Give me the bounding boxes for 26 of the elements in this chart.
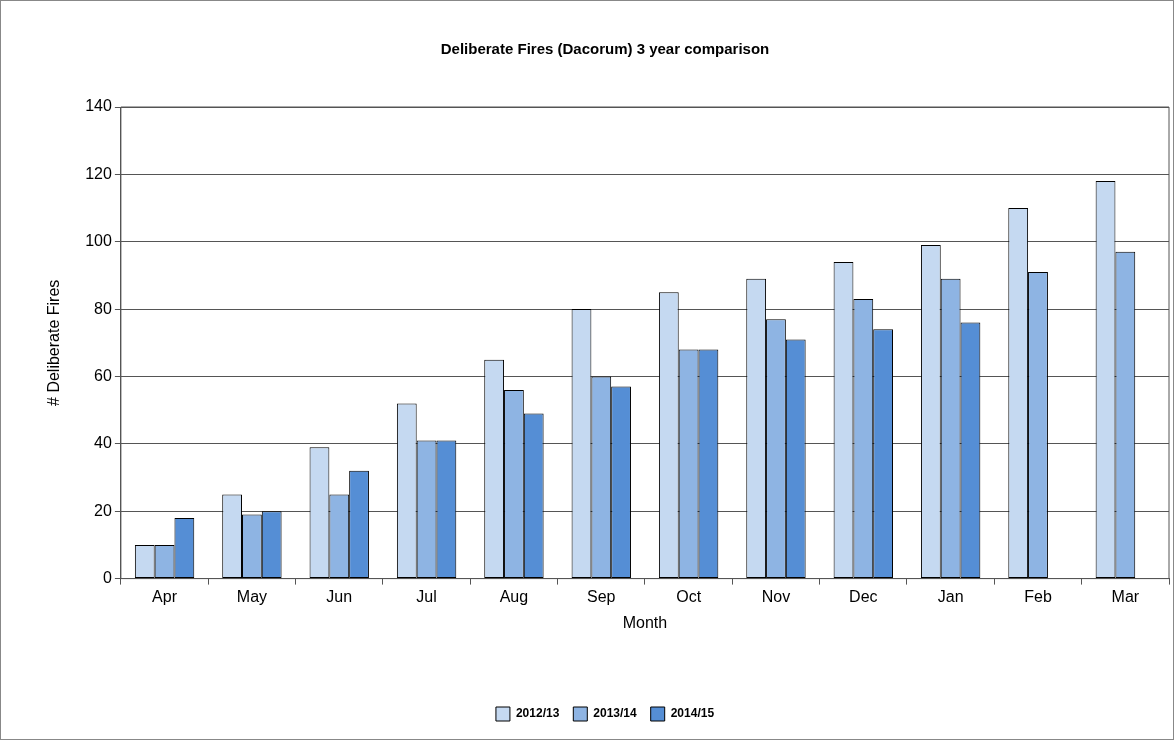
- y-tick-label: 0: [102, 569, 112, 587]
- legend-label: 2012/13: [515, 706, 560, 721]
- y-tick-label: 100: [85, 232, 112, 250]
- y-tick-label: 120: [85, 164, 112, 182]
- x-tick-label: May: [236, 587, 268, 605]
- x-tick-label: Feb: [1024, 587, 1052, 605]
- legend-label: 2014/15: [670, 706, 715, 721]
- y-tick-label: 80: [94, 299, 112, 317]
- x-tick-label: Apr: [152, 587, 178, 605]
- x-tick-label: Oct: [676, 587, 702, 605]
- legend-label: 2013/14: [593, 706, 638, 721]
- x-tick-label: Jul: [416, 587, 437, 605]
- x-tick-label: Sep: [587, 587, 616, 605]
- x-tick-label: Jan: [937, 587, 964, 605]
- x-tick-label: Dec: [849, 587, 878, 605]
- y-tick-label: 20: [94, 501, 112, 519]
- x-tick-label: Mar: [1111, 587, 1140, 605]
- x-tick-label: Jun: [326, 587, 353, 605]
- x-tick-label: Aug: [499, 587, 529, 605]
- chart-title: Deliberate Fires (Dacorum) 3 year comparison: [440, 40, 770, 58]
- y-tick-label: 60: [94, 366, 112, 384]
- x-axis-title: Month: [622, 613, 668, 631]
- x-tick-label: Nov: [761, 587, 791, 605]
- y-axis-title: # Deliberate Fires: [45, 279, 63, 406]
- y-tick-label: 140: [85, 97, 112, 115]
- y-tick-label: 40: [94, 434, 112, 452]
